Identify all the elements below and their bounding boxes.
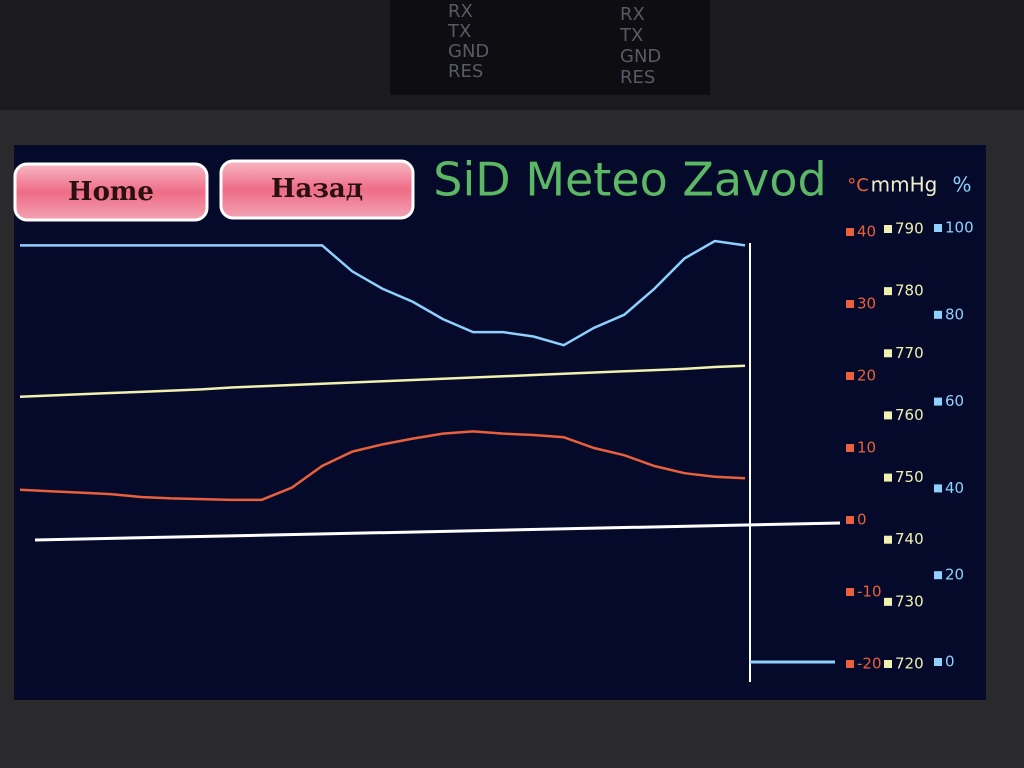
y-tick-label: 30 xyxy=(857,295,876,313)
tick-mark xyxy=(884,287,892,296)
pin-label: RES xyxy=(620,67,655,88)
tick-mark xyxy=(846,228,854,236)
y-tick-label: 760 xyxy=(895,406,924,424)
y-tick-label: 40 xyxy=(857,223,876,241)
y-tick-label: 770 xyxy=(895,344,924,362)
tick-mark xyxy=(846,588,854,596)
y-tick-label: -20 xyxy=(857,655,882,673)
axis-unit: °C xyxy=(847,175,869,196)
series-line xyxy=(20,239,746,347)
chart-title: SiD Meteo Zavod xyxy=(433,153,826,207)
tick-mark xyxy=(884,349,892,358)
pin-label: +5V xyxy=(620,0,660,4)
tick-mark xyxy=(884,473,892,482)
axis-unit: % xyxy=(952,173,971,197)
pin-header xyxy=(390,0,710,95)
series-line xyxy=(19,430,746,502)
y-tick-label: -10 xyxy=(857,583,882,601)
pin-label: RX xyxy=(620,4,645,25)
pin-label: RX xyxy=(448,1,473,22)
home-button[interactable] xyxy=(13,162,209,222)
y-tick-label: 20 xyxy=(857,367,876,385)
tick-mark xyxy=(884,411,892,420)
pin-label: GND xyxy=(620,46,661,67)
back-button[interactable] xyxy=(219,159,415,220)
pin-label: RES xyxy=(448,61,483,82)
y-tick-label: 40 xyxy=(945,479,964,497)
tick-mark xyxy=(884,535,892,544)
reference-line xyxy=(34,521,841,542)
pin-label: TX xyxy=(447,21,471,42)
y-tick-label: 20 xyxy=(945,566,964,584)
y-tick-label: 780 xyxy=(895,282,924,300)
axis-unit: mmHg xyxy=(871,173,938,197)
tick-mark xyxy=(846,300,854,308)
y-tick-label: 0 xyxy=(857,511,867,529)
tick-mark xyxy=(884,597,892,606)
tick-mark xyxy=(846,516,854,524)
pin-label: TX xyxy=(619,25,643,46)
tick-mark xyxy=(934,571,942,580)
y-tick-label: 750 xyxy=(895,468,924,486)
tick-mark xyxy=(934,397,942,406)
y-tick-label: 720 xyxy=(895,655,924,673)
display xyxy=(14,145,986,700)
y-tick-label: 740 xyxy=(895,530,924,548)
pin-label: GND xyxy=(448,41,489,62)
y-tick-label: 10 xyxy=(857,439,876,457)
tick-mark xyxy=(846,444,854,452)
series-line xyxy=(19,364,746,399)
tick-mark xyxy=(884,660,892,668)
tick-mark xyxy=(846,660,854,668)
button-label[interactable]: Назад xyxy=(271,174,363,204)
y-tick-label: 60 xyxy=(945,392,964,410)
y-tick-label: 790 xyxy=(895,220,924,238)
y-tick-label: 730 xyxy=(895,592,924,610)
y-tick-label: 80 xyxy=(945,305,964,323)
tick-mark xyxy=(934,484,942,493)
tick-mark xyxy=(934,310,942,319)
tick-mark xyxy=(884,225,892,233)
button-label[interactable]: Home xyxy=(68,177,154,207)
tick-mark xyxy=(846,372,854,380)
tick-mark xyxy=(934,658,942,666)
y-tick-label: 100 xyxy=(945,219,974,237)
tick-mark xyxy=(934,224,942,232)
y-tick-label: 0 xyxy=(945,653,955,671)
